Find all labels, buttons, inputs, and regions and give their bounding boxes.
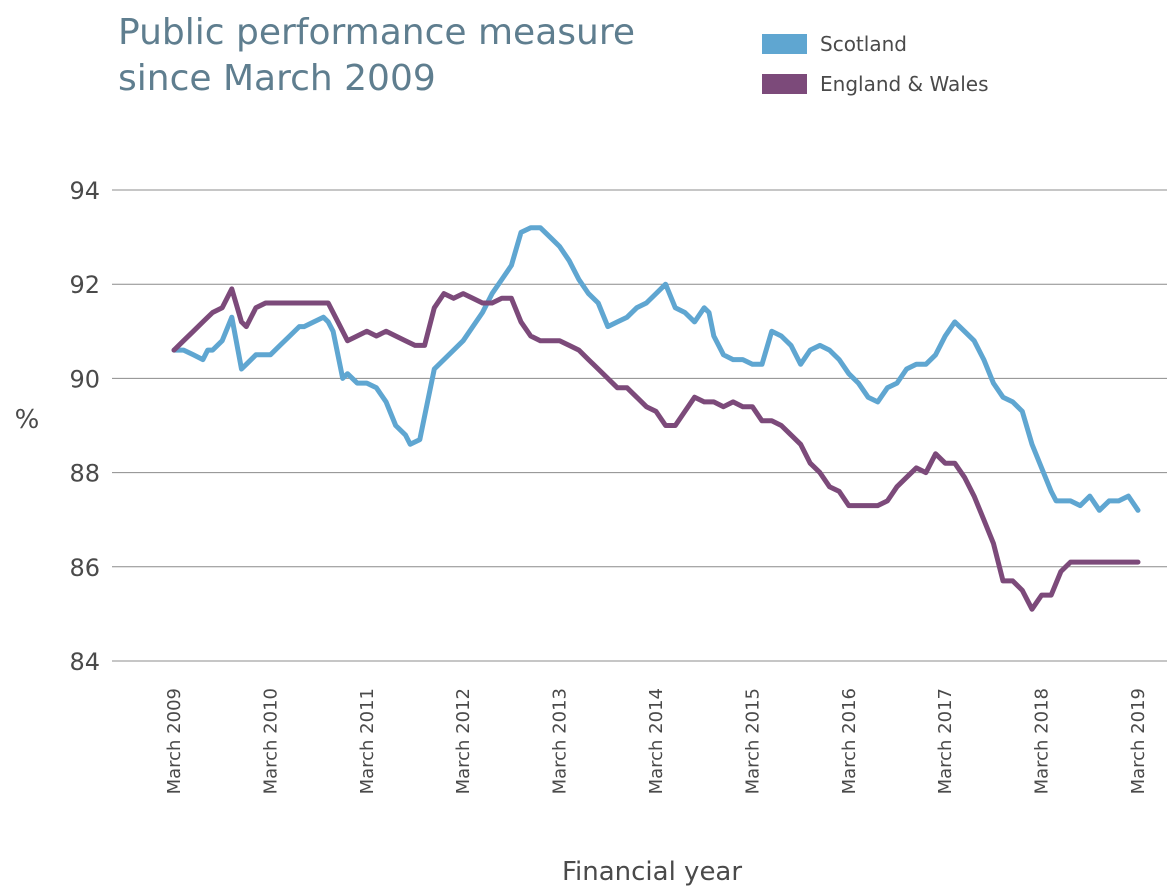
y-tick-label-88: 88 xyxy=(69,460,100,488)
x-tick-label-2018: March 2018 xyxy=(1032,688,1053,794)
legend-swatch-scotland xyxy=(762,34,807,54)
x-axis-label: Financial year xyxy=(562,857,742,887)
y-tick-label-94: 94 xyxy=(69,177,100,205)
chart-title-line-1: Public performance measure xyxy=(118,12,635,53)
x-tick-label-2013: March 2013 xyxy=(550,688,571,794)
chart-title-line-2: since March 2009 xyxy=(118,58,436,99)
x-tick-label-2012: March 2012 xyxy=(453,688,474,794)
x-tick-label-2015: March 2015 xyxy=(742,688,763,794)
x-axis-ticks: March 2009 March 2010 March 2011 March 2012… xyxy=(164,688,1149,794)
x-tick-label-2011: March 2011 xyxy=(357,688,378,794)
x-tick-label-2019: March 2019 xyxy=(1128,688,1149,794)
legend: Scotland England & Wales xyxy=(762,24,989,104)
y-tick-label-90: 90 xyxy=(69,365,100,393)
chart-title: Public performance measure since March 2… xyxy=(118,10,635,102)
series-line-england-wales xyxy=(171,286,1141,612)
x-tick-label-2017: March 2017 xyxy=(935,688,956,794)
x-tick-label-2016: March 2016 xyxy=(839,688,860,794)
y-tick-label-84: 84 xyxy=(69,648,100,676)
legend-swatch-england-wales xyxy=(762,74,807,94)
x-tick-label-2010: March 2010 xyxy=(260,688,281,794)
y-axis-label: % xyxy=(15,405,40,435)
series-lines xyxy=(171,225,1141,612)
x-tick-label-2009: March 2009 xyxy=(164,688,185,794)
y-tick-label-86: 86 xyxy=(69,554,100,582)
y-tick-label-92: 92 xyxy=(69,271,100,299)
legend-label-scotland: Scotland xyxy=(820,32,907,56)
series-line-scotland xyxy=(171,225,1141,513)
legend-item-england-wales: England & Wales xyxy=(762,64,989,104)
legend-item-scotland: Scotland xyxy=(762,24,989,64)
gridlines xyxy=(112,189,1167,662)
y-axis-ticks: 84 86 88 90 92 94 xyxy=(69,177,100,676)
x-tick-label-2014: March 2014 xyxy=(646,688,667,794)
legend-label-england-wales: England & Wales xyxy=(820,72,989,96)
